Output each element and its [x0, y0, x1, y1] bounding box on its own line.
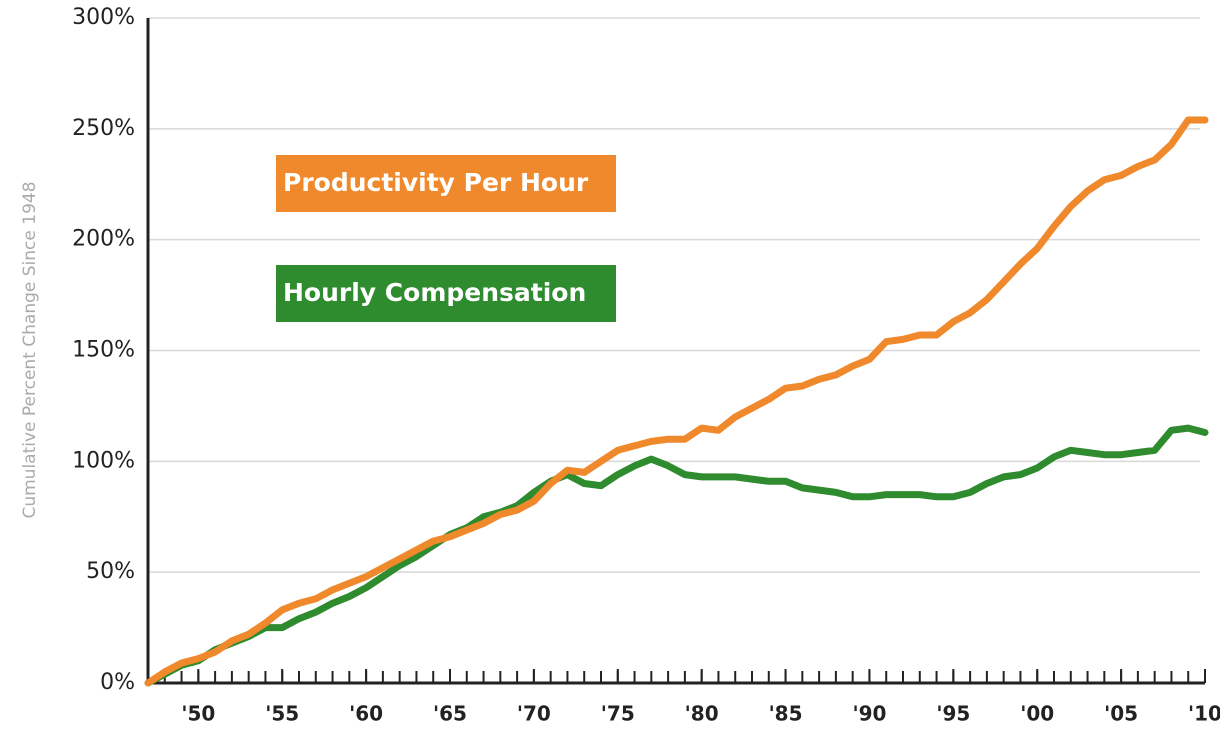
- x-tick-label: '05: [1104, 702, 1138, 726]
- x-tick-label: '50: [181, 702, 215, 726]
- x-tick-label: '00: [1020, 702, 1054, 726]
- x-tick-label: '65: [433, 702, 467, 726]
- y-axis-label: Cumulative Percent Change Since 1948: [20, 181, 40, 518]
- x-tick-label: '70: [517, 702, 551, 726]
- y-tick-label: 150%: [72, 338, 135, 363]
- x-tick-label: '80: [685, 702, 719, 726]
- legend-label: Productivity Per Hour: [283, 168, 589, 197]
- x-tick-label: '10: [1188, 702, 1220, 726]
- x-tick-label: '95: [936, 702, 970, 726]
- x-tick-label: '55: [265, 702, 299, 726]
- y-tick-label: 200%: [72, 227, 135, 252]
- series-line: [144, 116, 1209, 687]
- x-tick-label: '85: [769, 702, 803, 726]
- y-tick-label: 0%: [100, 670, 135, 695]
- y-tick-label: 300%: [72, 5, 135, 30]
- legend-swatch: [276, 155, 616, 212]
- x-tick-label: '60: [349, 702, 383, 726]
- y-tick-label: 100%: [72, 448, 135, 473]
- y-tick-label: 250%: [72, 116, 135, 141]
- x-tick-label: '75: [601, 702, 635, 726]
- series-line: [144, 424, 1209, 687]
- x-tick-label: '90: [852, 702, 886, 726]
- y-tick-label: 50%: [86, 559, 135, 584]
- legend-swatch: [276, 265, 616, 322]
- legend-label: Hourly Compensation: [283, 278, 586, 307]
